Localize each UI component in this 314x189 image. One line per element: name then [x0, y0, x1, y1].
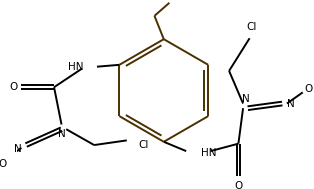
- Text: HN: HN: [201, 148, 217, 158]
- Text: Cl: Cl: [138, 140, 149, 150]
- Text: N: N: [287, 98, 295, 108]
- Text: O: O: [10, 82, 18, 92]
- Text: N: N: [242, 94, 250, 104]
- Text: N: N: [14, 144, 22, 154]
- Text: N: N: [58, 129, 65, 139]
- Text: O: O: [0, 159, 7, 169]
- Text: O: O: [304, 84, 312, 94]
- Text: O: O: [234, 181, 242, 189]
- Text: Cl: Cl: [246, 22, 257, 32]
- Text: HN: HN: [68, 62, 84, 72]
